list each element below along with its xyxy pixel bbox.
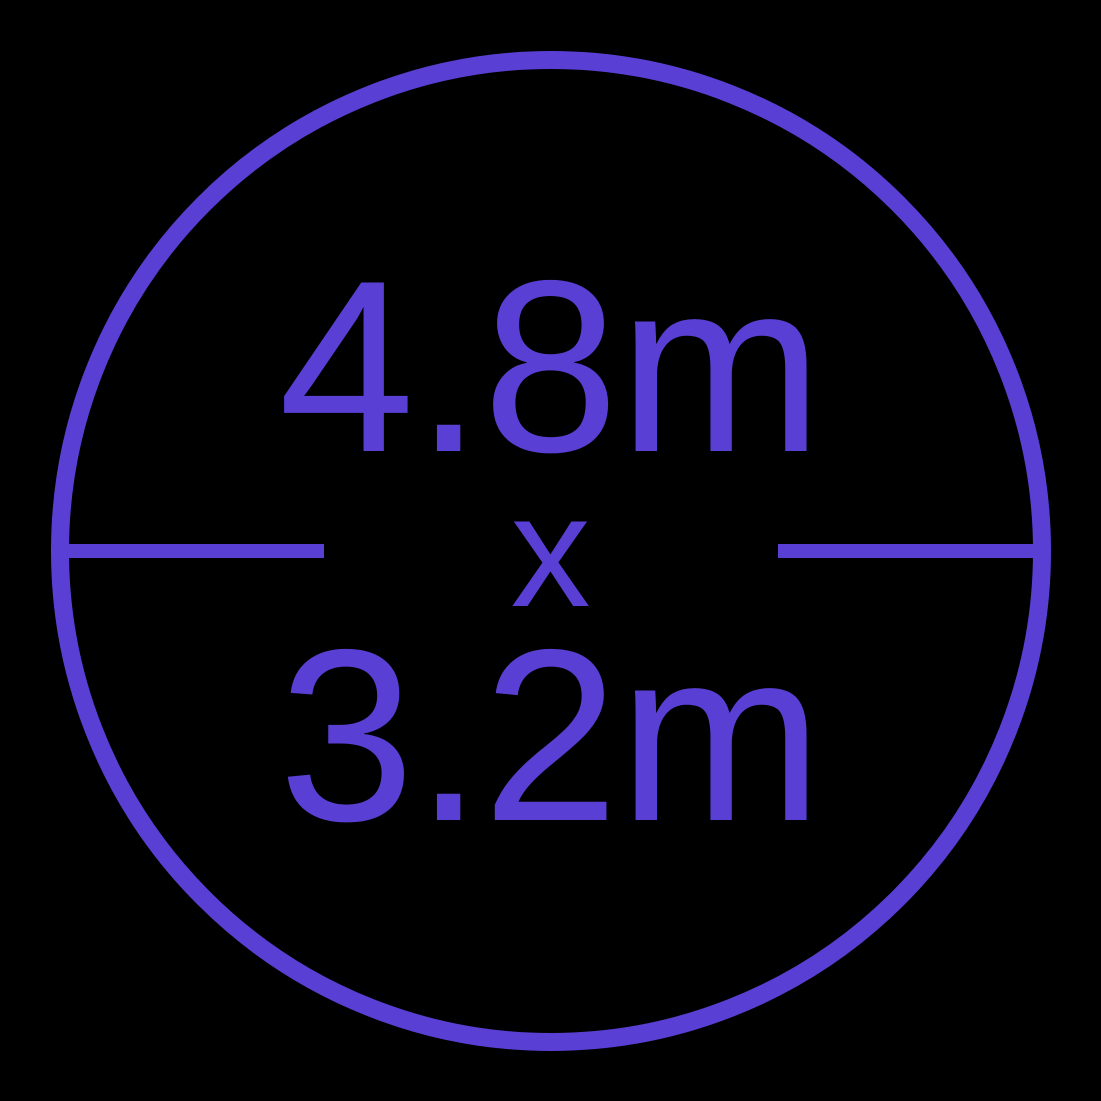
dimension-height: 3.2m <box>278 619 822 852</box>
dimension-badge: 4.8m x 3.2m <box>51 51 1051 1051</box>
divider-line-right <box>778 544 1033 558</box>
dimension-width: 4.8m <box>278 250 822 483</box>
circle-outline-icon: 4.8m x 3.2m <box>51 51 1051 1051</box>
dimension-text: 4.8m x 3.2m <box>278 250 822 852</box>
divider-line-left <box>69 544 324 558</box>
